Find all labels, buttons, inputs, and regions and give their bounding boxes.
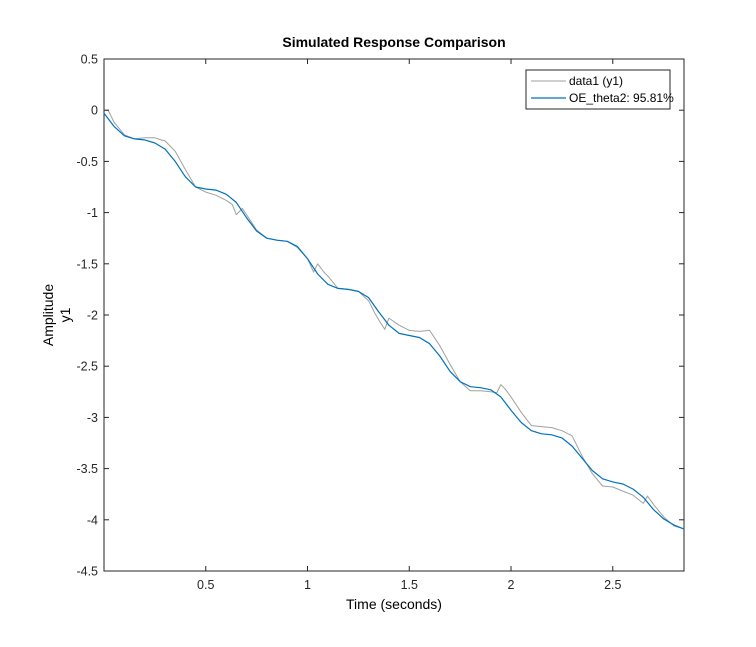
y-tick-label: 0: [91, 104, 98, 118]
series-group: [103, 109, 685, 530]
y-axis: 0.5 0 -0.5 -1 -1.5 -2 -2.5 -3 -3.5 -4 -4.5: [76, 53, 684, 579]
plot-area: 0.5 1 1.5 2 2.5 0.5 0 -0.5 -1 -1.5 -2 -2.5 -3 -3.5 -4…: [76, 53, 685, 592]
y-tick-label: -1: [87, 206, 98, 220]
y-tick-label: 0.5: [81, 53, 98, 67]
y-tick-label: -3.5: [76, 462, 98, 476]
y-tick-label: -2: [87, 309, 98, 323]
legend-box: [525, 69, 671, 110]
y-axis-title: Amplitude: [40, 284, 56, 346]
x-tick-label: 2: [508, 578, 515, 592]
legend-label-2: OE_theta2: 95.81%: [569, 91, 674, 105]
chart-title: Simulated Response Comparison: [282, 34, 505, 50]
series-line-2: [103, 112, 685, 530]
legend-label-1: data1 (y1): [569, 74, 623, 88]
y-axis-channel-label: y1: [57, 307, 73, 322]
y-tick-label: -3: [87, 411, 98, 425]
legend-entries: data1 (y1) OE_theta2: 95.81%: [531, 74, 674, 105]
x-axis: 0.5 1 1.5 2 2.5: [197, 59, 622, 592]
y-tick-label: -4.5: [76, 565, 98, 579]
y-tick-label: -2.5: [76, 360, 98, 374]
x-tick-label: 2.5: [604, 578, 621, 592]
y-tick-label: -4: [87, 513, 98, 527]
legend[interactable]: data1 (y1) OE_theta2: 95.81%: [525, 69, 674, 110]
y-tick-label: -0.5: [76, 155, 98, 169]
x-tick-label: 0.5: [197, 578, 214, 592]
y-tick-label: -1.5: [76, 257, 98, 271]
axes-box: [103, 58, 685, 572]
x-axis-title: Time (seconds): [346, 596, 442, 612]
x-tick-label: 1.5: [401, 578, 418, 592]
x-tick-label: 1: [304, 578, 311, 592]
